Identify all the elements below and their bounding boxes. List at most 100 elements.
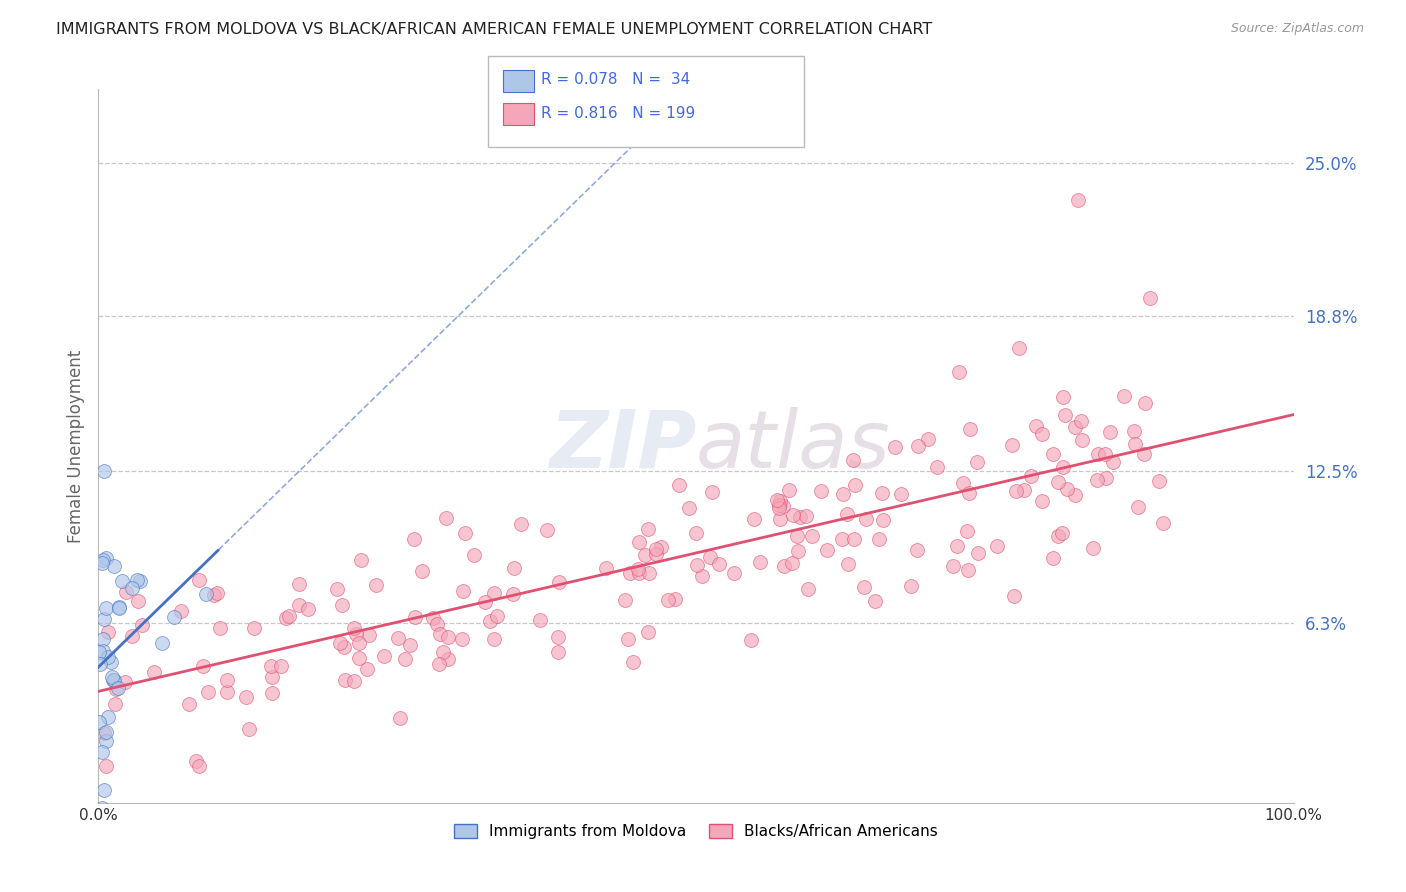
Point xyxy=(831,532,853,546)
Point xyxy=(399,639,422,653)
Point xyxy=(191,658,214,673)
Point xyxy=(1042,550,1064,565)
Point xyxy=(425,616,447,631)
Point xyxy=(1126,500,1149,514)
Point xyxy=(645,541,668,556)
Point xyxy=(238,723,260,737)
Point xyxy=(262,685,284,699)
Point xyxy=(1087,446,1109,460)
Point xyxy=(121,629,143,643)
Point xyxy=(1025,419,1047,434)
Point xyxy=(97,650,120,665)
Point xyxy=(91,644,114,658)
Point xyxy=(547,645,569,659)
Point xyxy=(1122,424,1144,438)
Point xyxy=(957,486,980,500)
Point xyxy=(482,632,505,646)
Point xyxy=(97,709,120,723)
Point xyxy=(411,564,433,578)
Point xyxy=(387,631,409,645)
Point xyxy=(1085,474,1108,488)
Point xyxy=(685,526,707,541)
Point xyxy=(1005,483,1028,498)
Point xyxy=(510,516,533,531)
Point xyxy=(1147,474,1170,488)
Point xyxy=(1132,447,1154,461)
Point xyxy=(463,549,485,563)
Point xyxy=(142,665,165,679)
Text: R = 0.816   N = 199: R = 0.816 N = 199 xyxy=(541,106,696,120)
Point xyxy=(1008,341,1031,355)
Point xyxy=(723,566,745,581)
Point xyxy=(797,582,820,597)
Point xyxy=(127,594,149,608)
Point xyxy=(1056,482,1078,496)
Point xyxy=(740,633,762,648)
Point xyxy=(344,627,367,641)
Point xyxy=(150,636,173,650)
Point xyxy=(1081,541,1104,556)
Point xyxy=(1071,434,1094,448)
Point xyxy=(786,543,808,558)
Point xyxy=(427,657,450,671)
Point xyxy=(637,624,659,639)
Point xyxy=(215,685,238,699)
Point xyxy=(454,525,477,540)
Point xyxy=(1052,459,1074,474)
Point xyxy=(946,539,969,553)
Point xyxy=(768,498,790,512)
Point xyxy=(547,630,569,644)
Point xyxy=(94,601,117,615)
Point xyxy=(474,595,496,609)
Text: atlas: atlas xyxy=(696,407,891,485)
Point xyxy=(103,673,125,687)
Point xyxy=(326,582,349,597)
Point xyxy=(107,599,129,614)
Point xyxy=(343,621,366,635)
Point xyxy=(778,483,800,497)
Point xyxy=(96,725,118,739)
Point xyxy=(769,511,792,525)
Point xyxy=(187,759,209,773)
Point xyxy=(628,566,651,581)
Point xyxy=(437,630,460,644)
Point xyxy=(855,512,877,526)
Point xyxy=(956,524,979,538)
Point xyxy=(101,673,124,687)
Point xyxy=(277,609,299,624)
Point xyxy=(100,655,122,669)
Point xyxy=(93,612,115,626)
Point xyxy=(432,645,454,659)
Point xyxy=(668,478,690,492)
Point xyxy=(619,566,641,580)
Point xyxy=(529,613,551,627)
Point xyxy=(634,548,657,562)
Point xyxy=(195,587,218,601)
Point xyxy=(332,640,354,655)
Point xyxy=(966,455,988,469)
Point xyxy=(890,487,912,501)
Point xyxy=(638,566,661,581)
Point xyxy=(502,587,524,601)
Point xyxy=(482,585,505,599)
Point xyxy=(865,593,887,607)
Point xyxy=(1053,409,1076,423)
Point xyxy=(1031,426,1053,441)
Text: IMMIGRANTS FROM MOLDOVA VS BLACK/AFRICAN AMERICAN FEMALE UNEMPLOYMENT CORRELATIO: IMMIGRANTS FROM MOLDOVA VS BLACK/AFRICAN… xyxy=(56,22,932,37)
Point xyxy=(742,512,765,526)
Text: R = 0.078   N =  34: R = 0.078 N = 34 xyxy=(541,72,690,87)
Point xyxy=(204,588,226,602)
Point xyxy=(1064,487,1087,501)
Point xyxy=(789,509,811,524)
Point xyxy=(1012,483,1035,497)
Point xyxy=(297,602,319,616)
Point xyxy=(768,500,790,515)
Point xyxy=(107,681,129,696)
Point xyxy=(434,511,457,525)
Point xyxy=(664,592,686,607)
Point xyxy=(89,657,111,671)
Point xyxy=(205,586,228,600)
Point xyxy=(437,652,460,666)
Point xyxy=(94,759,117,773)
Point xyxy=(91,557,114,571)
